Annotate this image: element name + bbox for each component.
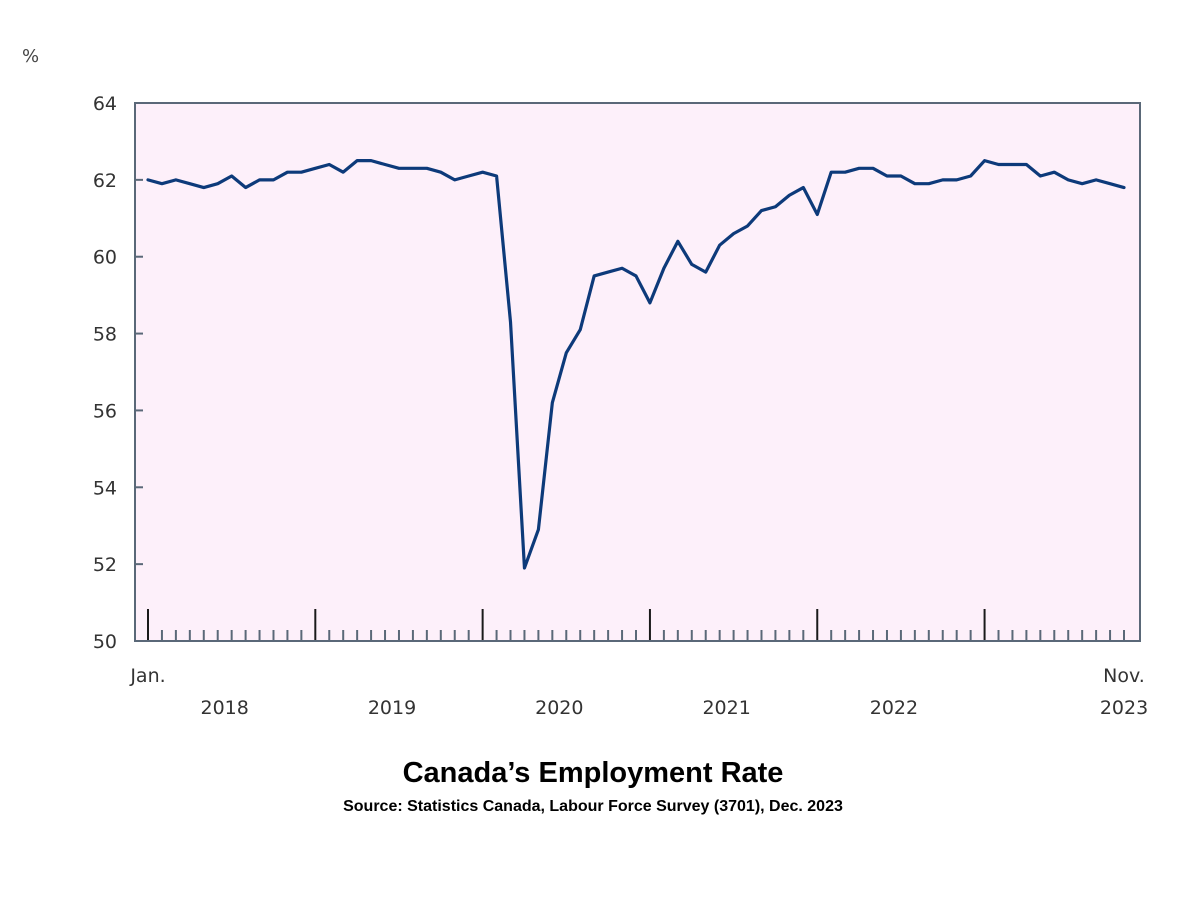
plot-frame — [134, 102, 1141, 642]
data-point — [634, 274, 638, 278]
data-point — [467, 174, 470, 178]
data-point — [704, 270, 707, 274]
data-point — [453, 178, 456, 182]
y-tick-label: 56 — [93, 400, 117, 422]
data-point — [606, 270, 610, 274]
data-point — [969, 174, 972, 178]
data-point — [202, 186, 205, 189]
data-point — [188, 182, 192, 185]
chart-title: Canada’s Employment Rate — [402, 757, 784, 789]
x-year-label: 2023 — [1100, 697, 1148, 719]
data-points — [146, 159, 1126, 570]
data-point — [816, 213, 819, 216]
data-point — [885, 174, 889, 178]
data-point — [732, 232, 735, 235]
data-point — [439, 170, 442, 174]
data-point — [551, 401, 554, 404]
data-point — [997, 163, 1000, 166]
data-point — [760, 209, 763, 212]
data-point — [1053, 170, 1056, 174]
data-point — [1011, 163, 1014, 166]
data-point — [258, 178, 261, 182]
data-point — [369, 159, 373, 162]
data-point — [537, 528, 540, 531]
data-point — [1122, 186, 1126, 189]
axis-tick-labels: 50 52 54 56 58 60 62 64 Jan. Nov. 2018 2019 2020 2021… — [93, 93, 1148, 719]
data-point — [788, 194, 791, 197]
data-point — [941, 178, 944, 182]
data-point — [355, 159, 359, 162]
data-point — [481, 170, 484, 174]
data-point — [342, 170, 345, 174]
y-tick-label: 62 — [93, 170, 117, 192]
data-point — [495, 174, 498, 178]
data-point — [843, 170, 847, 174]
y-axis-unit-label: % — [22, 46, 39, 67]
data-point — [272, 178, 275, 182]
data-point — [830, 170, 833, 174]
data-point — [244, 186, 247, 189]
data-point — [579, 328, 582, 331]
data-point — [1108, 182, 1112, 185]
y-tick-label: 58 — [93, 324, 117, 346]
data-point — [899, 174, 903, 178]
data-point — [1067, 178, 1070, 182]
data-point — [592, 274, 596, 278]
data-point — [509, 320, 512, 324]
y-tick-label: 64 — [93, 93, 117, 115]
x-year-label: 2020 — [535, 697, 583, 719]
x-end-month-label: Nov. — [1103, 665, 1145, 687]
data-point — [425, 167, 429, 170]
data-point — [146, 178, 150, 182]
data-point — [802, 186, 805, 189]
x-year-label: 2021 — [702, 697, 750, 719]
data-point — [871, 167, 875, 170]
data-point — [174, 178, 178, 182]
x-year-label: 2018 — [201, 697, 249, 719]
y-tick-label: 54 — [93, 477, 117, 499]
data-point — [662, 267, 666, 270]
data-point — [523, 566, 526, 570]
plot-area — [135, 103, 1140, 641]
data-point — [300, 170, 303, 174]
y-tick-label: 50 — [93, 631, 117, 653]
data-point — [1094, 178, 1098, 182]
data-point — [857, 167, 861, 170]
data-point — [230, 174, 233, 178]
data-point — [383, 163, 387, 166]
data-point — [913, 182, 917, 185]
y-tick-label: 60 — [93, 247, 117, 269]
data-point — [927, 182, 930, 185]
data-point — [397, 167, 401, 170]
data-point — [1039, 174, 1042, 178]
data-point — [690, 263, 693, 266]
data-point — [411, 167, 415, 170]
data-point — [983, 159, 986, 162]
data-point — [955, 178, 958, 182]
data-point — [314, 167, 317, 170]
x-year-label: 2022 — [870, 697, 918, 719]
data-point — [774, 205, 777, 208]
chart-source: Source: Statistics Canada, Labour Force … — [343, 798, 843, 815]
data-point — [1080, 182, 1084, 185]
data-point — [216, 182, 219, 185]
x-start-month-label: Jan. — [129, 665, 165, 687]
data-point — [1025, 163, 1028, 166]
data-point — [676, 240, 680, 243]
data-point — [718, 243, 721, 247]
x-year-label: 2019 — [368, 697, 416, 719]
data-point — [648, 301, 652, 305]
data-point — [286, 170, 289, 174]
y-tick-label: 52 — [93, 554, 117, 576]
data-point — [620, 267, 624, 270]
data-point — [565, 351, 568, 354]
data-point — [160, 182, 164, 185]
data-point — [328, 163, 331, 166]
data-point — [746, 224, 749, 228]
